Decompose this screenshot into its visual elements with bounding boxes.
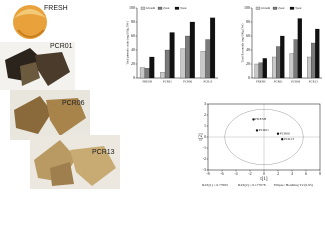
legend-swatch bbox=[157, 6, 163, 10]
legend-swatch bbox=[174, 6, 180, 10]
bar bbox=[280, 35, 285, 79]
annotation: R2X[1] = 0.77693 bbox=[202, 183, 228, 187]
annotation: R2X[2] = 0.177078 bbox=[238, 183, 266, 187]
x-tick-label: PCR06 bbox=[183, 80, 192, 84]
x-tick-label: -4 bbox=[234, 171, 237, 176]
x-tick-label: FRESH bbox=[142, 80, 152, 84]
y-tick-label: 40 bbox=[246, 47, 250, 52]
photo-pcr06 bbox=[10, 90, 90, 140]
y-tick-label: 40 bbox=[131, 47, 135, 52]
bar bbox=[144, 68, 150, 79]
photo-fresh bbox=[0, 0, 70, 42]
point bbox=[276, 132, 280, 135]
bar bbox=[258, 62, 263, 79]
bar bbox=[200, 51, 206, 79]
x-tick-label: PCR06 bbox=[291, 80, 300, 84]
legend-swatch bbox=[140, 6, 146, 10]
x-tick-label: 2 bbox=[277, 171, 279, 176]
y-tick-label: 20 bbox=[246, 61, 250, 66]
legend-label: 2year bbox=[163, 6, 170, 10]
x-tick-label: PCR01 bbox=[274, 80, 283, 84]
photo-label: PCR01 bbox=[50, 43, 73, 50]
bar bbox=[297, 18, 302, 79]
point bbox=[252, 118, 255, 121]
point bbox=[281, 138, 284, 141]
bar bbox=[160, 72, 166, 79]
bar bbox=[311, 42, 316, 79]
legend-swatch bbox=[289, 6, 295, 10]
x-tick-label: FRESH bbox=[256, 80, 266, 84]
photo-pcr13 bbox=[30, 135, 120, 189]
y-tick-label: 0 bbox=[204, 134, 206, 139]
bar bbox=[189, 21, 195, 79]
point-label: FRESH bbox=[255, 117, 266, 121]
y-tick-label: -3 bbox=[203, 167, 206, 172]
x-tick-label: 0 bbox=[263, 171, 265, 176]
x-tick-label: 6 bbox=[305, 171, 307, 176]
y-tick-label: 100 bbox=[129, 5, 135, 10]
bar bbox=[149, 56, 155, 79]
x-tick-label: -8 bbox=[206, 171, 209, 176]
x-tick-label: PCR13 bbox=[204, 80, 213, 84]
point bbox=[255, 129, 259, 132]
legend-label: 3year bbox=[295, 6, 302, 10]
figure: FRESH PCR01 PCR06 PCR13 020406080100Tota… bbox=[0, 0, 322, 189]
photo-label: FRESH bbox=[44, 5, 68, 12]
bar bbox=[315, 28, 320, 79]
bar bbox=[139, 67, 145, 79]
x-tick-label: -2 bbox=[248, 171, 251, 176]
y-tick-label: 60 bbox=[131, 33, 135, 38]
legend-swatch bbox=[272, 6, 278, 10]
bar bbox=[262, 58, 267, 79]
photo-label: PCR13 bbox=[92, 149, 115, 156]
x-axis-label: t[1] bbox=[260, 177, 268, 182]
legend-label: 1month bbox=[261, 6, 271, 10]
annotation: Ellipse: Hotelling T2 (0.95) bbox=[274, 183, 314, 187]
x-tick-label: -6 bbox=[220, 171, 223, 176]
y-tick-label: 20 bbox=[131, 61, 135, 66]
x-tick-label: 8 bbox=[319, 171, 321, 176]
x-tick-label: PCR01 bbox=[163, 80, 172, 84]
point-label: PCR06 bbox=[280, 131, 290, 135]
point-label: PCR01 bbox=[259, 128, 269, 132]
bar bbox=[293, 39, 298, 79]
bar bbox=[169, 32, 175, 79]
legend-swatch bbox=[255, 6, 261, 10]
bar bbox=[307, 56, 312, 79]
y-tick-label: 60 bbox=[246, 33, 250, 38]
photo-pcr01 bbox=[0, 42, 75, 90]
bar bbox=[276, 46, 281, 79]
bar bbox=[185, 35, 191, 79]
hotelling-ellipse bbox=[224, 109, 304, 165]
bar bbox=[289, 53, 294, 79]
y-tick-label: 2 bbox=[204, 112, 206, 117]
y-axis-label: Total phenolic acids (mg/100g DW) bbox=[126, 21, 130, 64]
y-tick-label: 3 bbox=[204, 101, 206, 106]
bar bbox=[164, 49, 170, 79]
y-tick-label: 80 bbox=[246, 19, 250, 24]
y-axis-label: Total flavonoids (mg/100g DW) bbox=[241, 24, 245, 63]
x-tick-label: PCR13 bbox=[309, 80, 318, 84]
bar bbox=[210, 17, 216, 79]
legend-label: 3year bbox=[180, 6, 187, 10]
photo-label: PCR06 bbox=[62, 100, 85, 107]
y-tick-label: 1 bbox=[204, 123, 206, 128]
x-tick-label: 4 bbox=[291, 171, 293, 176]
legend-label: 2year bbox=[278, 6, 285, 10]
legend-label: 1month bbox=[146, 6, 156, 10]
y-tick-label: 0 bbox=[248, 75, 250, 80]
y-axis-label: t[2] bbox=[199, 133, 204, 141]
y-tick-label: -1 bbox=[203, 145, 206, 150]
y-tick-label: -2 bbox=[203, 156, 206, 161]
point-label: PCR13 bbox=[284, 137, 294, 141]
y-tick-label: 100 bbox=[244, 5, 250, 10]
y-tick-label: 0 bbox=[133, 75, 135, 80]
bar bbox=[205, 39, 211, 79]
bar bbox=[180, 48, 186, 79]
y-tick-label: 80 bbox=[131, 19, 135, 24]
bar bbox=[254, 63, 259, 79]
bar bbox=[272, 56, 277, 79]
